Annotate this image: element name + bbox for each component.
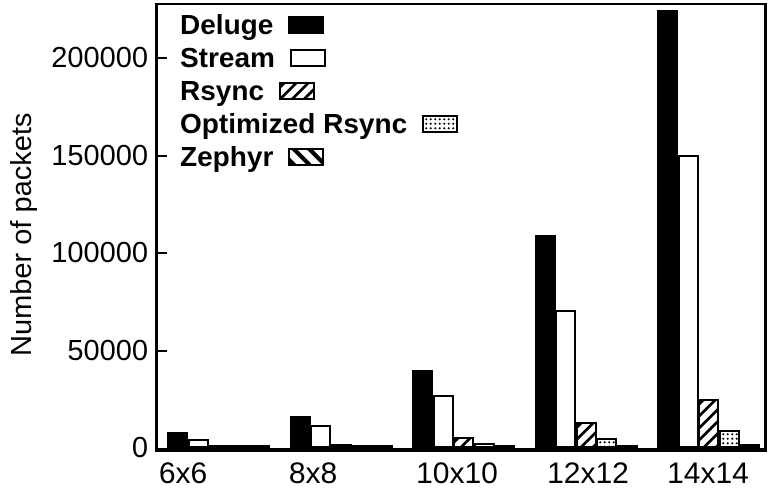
- legend-label-deluge: Deluge: [180, 8, 274, 40]
- legend-swatch-stream: [289, 48, 326, 67]
- legend-row-zephyr: Zephyr: [180, 140, 458, 173]
- bar-zephyr-8x8: [371, 445, 393, 449]
- bar-optimized-rsync-6x6: [228, 445, 250, 449]
- bar-zephyr-10x10: [494, 445, 515, 449]
- bar-stream-6x6: [187, 439, 209, 448]
- bar-optimized-rsync-8x8: [351, 445, 372, 449]
- legend-swatch-deluge: [288, 15, 325, 34]
- legend-swatch-zephyr: [288, 147, 325, 166]
- y-tick-label: 50000: [67, 335, 148, 367]
- bar-rsync-6x6: [208, 445, 229, 449]
- legend-label-zephyr: Zephyr: [180, 140, 274, 172]
- bar-zephyr-6x6: [249, 445, 270, 449]
- legend-row-optimized-rsync: Optimized Rsync: [180, 107, 459, 140]
- bar-stream-10x10: [432, 395, 454, 448]
- bar-optimized-rsync-10x10: [473, 443, 495, 448]
- y-axis-tick: [158, 155, 167, 157]
- bar-zephyr-14x14: [739, 444, 760, 448]
- bar-deluge-10x10: [412, 370, 433, 448]
- legend-label-stream: Stream: [180, 41, 275, 73]
- legend-row-rsync: Rsync: [180, 74, 458, 107]
- bar-stream-8x8: [310, 425, 331, 448]
- bar-optimized-rsync-14x14: [718, 430, 740, 448]
- y-axis-tick: [158, 57, 167, 59]
- y-axis-tick: [158, 350, 167, 352]
- y-tick-label: 100000: [51, 237, 148, 269]
- y-tick-label: 0: [131, 432, 148, 464]
- legend-row-deluge: Deluge: [180, 8, 458, 41]
- bar-rsync-8x8: [330, 444, 352, 448]
- legend-label-optimized-rsync: Optimized Rsync: [180, 107, 408, 139]
- bar-deluge-14x14: [657, 10, 678, 448]
- y-tick-label: 200000: [51, 42, 148, 74]
- legend-row-stream: Stream: [180, 41, 458, 74]
- bar-deluge-8x8: [289, 416, 311, 448]
- legend: Deluge Stream Rsync Optimized Rsync Zephyr: [180, 8, 459, 173]
- bar-rsync-12x12: [575, 422, 597, 448]
- bar-rsync-14x14: [698, 399, 719, 448]
- bar-optimized-rsync-12x12: [596, 438, 617, 448]
- x-category-label-10x10: 10x10: [416, 457, 498, 490]
- x-category-label-8x8: 8x8: [288, 457, 338, 490]
- legend-swatch-rsync: [279, 81, 316, 100]
- y-axis-tick: [158, 252, 167, 254]
- bar-stream-12x12: [555, 310, 576, 448]
- legend-swatch-optimized-rsync: [422, 114, 459, 133]
- bar-deluge-12x12: [534, 235, 556, 448]
- x-category-label-14x14: 14x14: [667, 457, 749, 490]
- bar-rsync-10x10: [453, 437, 474, 448]
- legend-label-rsync: Rsync: [180, 74, 265, 106]
- x-category-label-6x6: 6x6: [158, 457, 208, 490]
- bar-stream-14x14: [677, 155, 699, 448]
- y-tick-label: 150000: [51, 140, 148, 172]
- bar-deluge-6x6: [167, 432, 188, 448]
- plot-area: [158, 5, 764, 449]
- bar-zephyr-12x12: [616, 445, 638, 449]
- x-category-label-12x12: 12x12: [547, 457, 629, 490]
